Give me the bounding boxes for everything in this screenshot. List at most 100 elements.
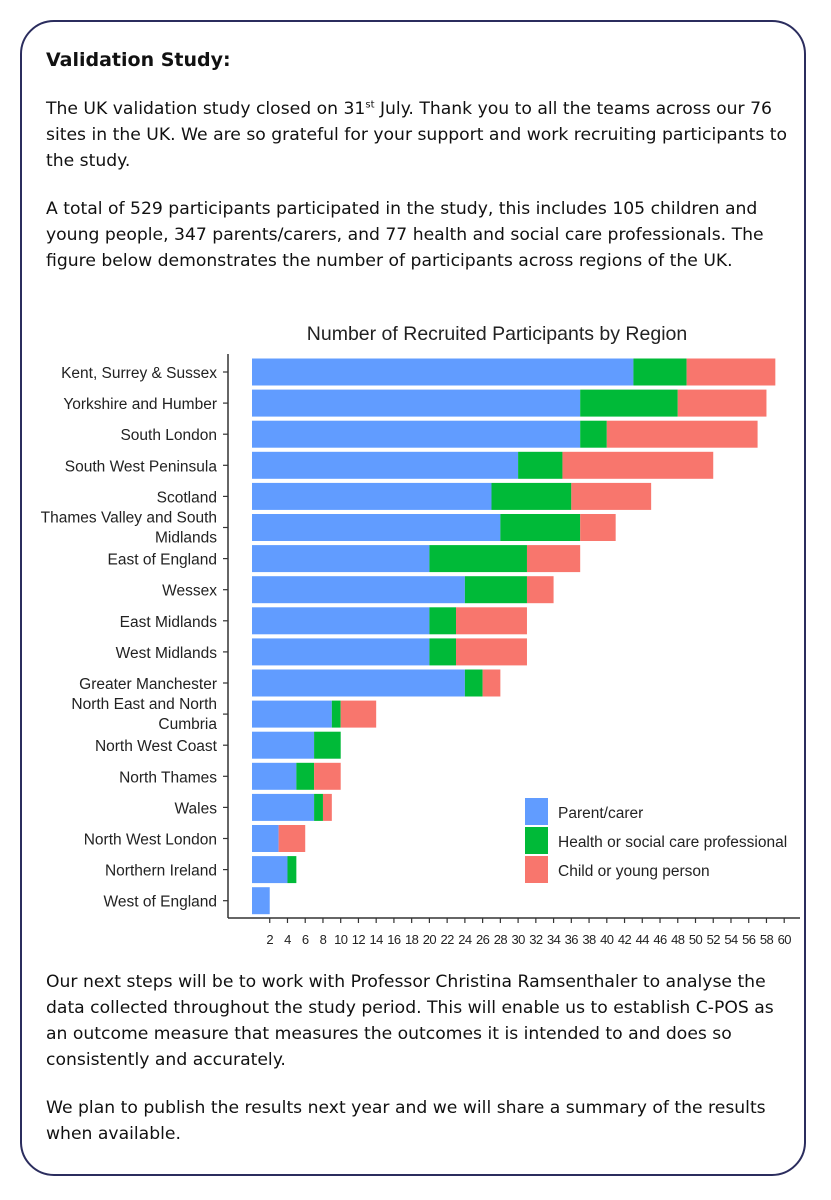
legend-swatch-2 — [525, 827, 548, 854]
bar-10-series-3 — [456, 638, 527, 666]
bar-4-series-2 — [518, 451, 563, 479]
y-label-14: North Thames — [119, 769, 217, 786]
y-label-9: East Midlands — [120, 614, 218, 631]
x-tick-label-29: 58 — [760, 932, 774, 947]
bar-4-series-1 — [252, 451, 519, 479]
x-tick-label-23: 46 — [653, 932, 667, 947]
publish-paragraph: We plan to publish the results next year… — [46, 1098, 766, 1144]
y-label-2: Yorkshire and Humber — [63, 396, 217, 413]
x-tick-label-21: 42 — [618, 932, 632, 947]
intro-paragraph: The UK validation study closed on 31st J… — [46, 96, 791, 174]
y-label-10: West Midlands — [116, 645, 218, 662]
bar-2-series-2 — [580, 389, 678, 417]
bar-1-series-2 — [633, 358, 687, 386]
bar-14-series-2 — [296, 762, 315, 790]
y-label-17: Northern Ireland — [105, 863, 217, 880]
bar-6-series-1 — [252, 514, 501, 541]
y-label-4: South West Peninsula — [65, 458, 218, 475]
bar-15-series-1 — [252, 793, 315, 821]
legend-label-3: Child or young person — [558, 863, 710, 880]
x-tick-label-7: 14 — [370, 932, 384, 947]
y-label-1: Kent, Surrey & Sussex — [61, 365, 217, 382]
y-label-8: Wessex — [162, 583, 217, 600]
x-tick-label-11: 22 — [441, 932, 455, 947]
x-tick-label-10: 20 — [423, 932, 437, 947]
bar-7-series-2 — [429, 545, 527, 573]
y-label-6-line-1: Thames Valley and South — [41, 510, 217, 527]
bar-2-series-3 — [677, 389, 767, 417]
bar-12-series-1 — [252, 700, 332, 728]
bar-11-series-3 — [482, 669, 501, 697]
region-participants-chart: Number of Recruited Participants by Regi… — [41, 323, 800, 947]
bar-17-series-1 — [252, 856, 288, 884]
x-tick-label-28: 56 — [742, 932, 756, 947]
x-tick-label-16: 32 — [529, 932, 543, 947]
x-tick-label-17: 34 — [547, 932, 561, 947]
x-tick-label-6: 12 — [352, 932, 366, 947]
legend-label-2: Health or social care professional — [558, 834, 787, 851]
bar-14-series-1 — [252, 762, 297, 790]
totals-paragraph: A total of 529 participants participated… — [46, 199, 764, 271]
bar-16-series-1 — [252, 825, 279, 852]
bar-10-series-1 — [252, 638, 430, 666]
legend-swatch-1 — [525, 798, 548, 825]
bar-3-series-3 — [606, 420, 758, 448]
y-label-11: Greater Manchester — [79, 676, 217, 693]
document-frame — [20, 20, 806, 1176]
x-tick-label-5: 10 — [334, 932, 348, 947]
bar-15-series-2 — [314, 793, 323, 821]
bar-12-series-2 — [331, 700, 341, 728]
next-steps-paragraph: Our next steps will be to work with Prof… — [46, 972, 774, 1070]
bar-4-series-3 — [562, 451, 714, 479]
bar-3-series-1 — [252, 420, 581, 448]
x-tick-label-9: 18 — [405, 932, 419, 947]
y-label-18: West of England — [104, 894, 217, 911]
x-tick-label-14: 28 — [494, 932, 508, 947]
x-tick-label-12: 24 — [458, 932, 472, 947]
y-label-3: South London — [120, 427, 217, 444]
bar-5-series-1 — [252, 482, 492, 510]
bar-6-series-2 — [500, 514, 581, 541]
bar-13-series-2 — [314, 731, 341, 759]
y-label-15: Wales — [175, 800, 218, 817]
x-tick-label-13: 26 — [476, 932, 490, 947]
bar-9-series-1 — [252, 607, 430, 635]
legend-swatch-3 — [525, 856, 548, 883]
x-tick-label-26: 52 — [707, 932, 721, 947]
y-label-7: East of England — [108, 552, 217, 569]
x-tick-label-8: 16 — [387, 932, 401, 947]
bar-8-series-1 — [252, 576, 465, 604]
bar-10-series-2 — [429, 638, 457, 666]
bar-11-series-2 — [464, 669, 483, 697]
x-tick-label-1: 2 — [266, 932, 273, 947]
x-tick-label-20: 40 — [600, 932, 614, 947]
bar-11-series-1 — [252, 669, 465, 697]
bar-5-series-2 — [491, 482, 572, 510]
y-label-6-line-2: Midlands — [155, 530, 217, 547]
bar-7-series-3 — [526, 545, 581, 573]
bar-5-series-3 — [571, 482, 652, 510]
legend-label-1: Parent/carer — [558, 805, 643, 822]
x-tick-label-24: 48 — [671, 932, 685, 947]
bar-7-series-1 — [252, 545, 430, 573]
y-label-13: North West Coast — [95, 738, 218, 755]
chart-title: Number of Recruited Participants by Regi… — [307, 323, 687, 345]
bar-16-series-3 — [278, 825, 306, 852]
bar-17-series-2 — [287, 856, 297, 884]
bar-8-series-2 — [464, 576, 527, 604]
intro-text-start: The UK validation study closed on 31 — [46, 99, 366, 119]
x-tick-label-27: 54 — [724, 932, 738, 947]
x-tick-label-22: 44 — [636, 932, 650, 947]
y-label-12-line-2: Cumbria — [158, 716, 217, 733]
bar-2-series-1 — [252, 389, 581, 417]
bar-13-series-1 — [252, 731, 315, 759]
x-tick-label-15: 30 — [511, 932, 525, 947]
x-tick-label-4: 8 — [320, 932, 327, 947]
bar-3-series-2 — [580, 420, 607, 448]
bar-6-series-3 — [580, 514, 616, 541]
bar-1-series-3 — [686, 358, 776, 386]
bar-15-series-3 — [322, 793, 332, 821]
section-heading: Validation Study: — [46, 49, 231, 71]
bar-18-series-1 — [252, 887, 270, 915]
x-tick-label-18: 36 — [565, 932, 579, 947]
